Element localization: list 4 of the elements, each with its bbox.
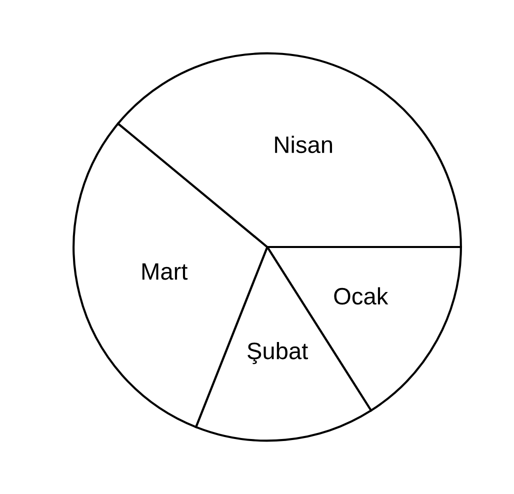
slice-label: Nisan: [275, 136, 332, 154]
slice-label: Şubat: [248, 342, 308, 364]
slice-label: Mart: [142, 263, 188, 280]
slice-label: Ocak: [334, 287, 388, 305]
